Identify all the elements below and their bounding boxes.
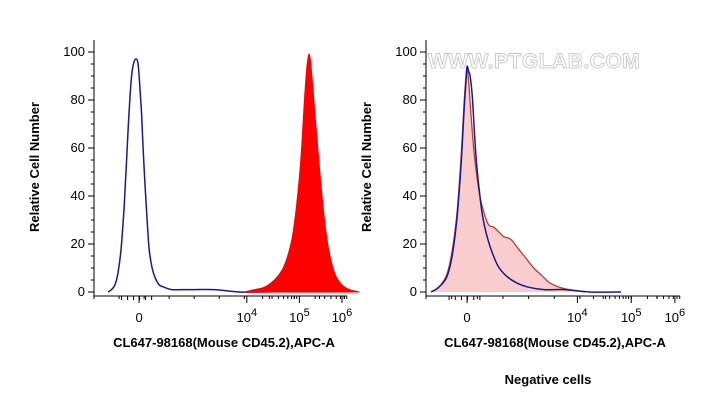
x-tick-label: 0 [463,310,470,325]
y-tick-label: 40 [71,188,85,203]
x-axis-label: CL647-98168(Mouse CD45.2),APC-A [113,335,335,350]
histogram-control [430,65,622,293]
watermark-text: WWW.PTGLAB.COM [428,50,640,73]
x-tick-label: 105 [621,307,642,325]
y-tick-label: 100 [395,44,417,59]
x-tick-label: 106 [665,307,686,325]
x-axis-label: CL647-98168(Mouse CD45.2),APC-A [444,335,666,350]
y-axis-label: Relative Cell Number [359,102,374,232]
y-tick-label: 0 [78,284,85,299]
y-tick-label: 40 [403,188,417,203]
y-tick-label: 100 [63,44,85,59]
y-tick-label: 20 [403,236,417,251]
y-tick-label: 80 [403,92,417,107]
chart-left: Relative Cell Number CL647-98168(Mouse C… [27,40,360,350]
x-tick-label: 104 [237,307,258,325]
histogram-control [107,58,270,293]
y-tick-label: 80 [71,92,85,107]
y-axis-label: Relative Cell Number [27,102,42,232]
x-tick-label: 105 [289,307,310,325]
histogram-stained [244,53,360,293]
chart-right: Relative Cell Number CL647-98168(Mouse C… [359,40,685,350]
y-tick-label: 60 [71,140,85,155]
y-tick-label: 60 [403,140,417,155]
x-tick-label: 0 [135,310,142,325]
y-tick-label: 20 [71,236,85,251]
histogram-sample-fill [431,68,586,292]
caption-negative-cells: Negative cells [505,372,592,387]
x-tick-label: 104 [567,307,588,325]
y-tick-label: 0 [410,284,417,299]
x-tick-label: 106 [332,307,353,325]
